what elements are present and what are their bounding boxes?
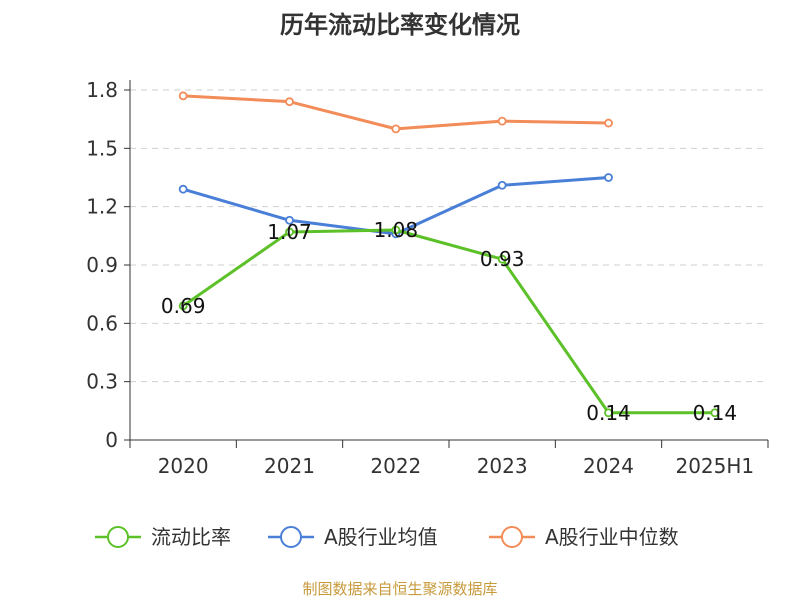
legend-label: A股行业中位数 (545, 525, 679, 549)
legend-marker (280, 526, 302, 548)
y-tick-label: 1.8 (86, 78, 118, 102)
y-tick-label: 0 (105, 428, 118, 452)
data-label: 0.14 (693, 401, 738, 425)
y-tick-label: 0.6 (86, 311, 118, 335)
series-line-2 (183, 94, 609, 131)
data-point (497, 180, 507, 190)
data-point (285, 215, 294, 225)
x-tick-label: 2023 (477, 454, 528, 478)
data-point (285, 227, 294, 237)
data-point (604, 118, 613, 128)
legend-item[interactable]: 流动比率 (95, 525, 231, 549)
data-point (497, 254, 507, 264)
legend[interactable]: 流动比率 A股行业均值 A股行业中位数 (95, 525, 679, 549)
data-point (178, 301, 188, 311)
y-tick-label: 0.9 (86, 253, 118, 277)
data-point (710, 408, 720, 418)
axes: 0 0.3 0.6 0.9 1.2 1.5 1.8 2020 2021 2022 2023 2024 2… (86, 78, 769, 478)
legend-marker (107, 526, 129, 548)
data-label: 0.69 (161, 294, 206, 318)
data-labels: 0.69 1.07 1.08 0.93 0.14 0.14 (161, 218, 737, 425)
y-tick-label: 1.5 (86, 136, 118, 160)
x-tick-label: 2021 (264, 454, 315, 478)
data-point (604, 173, 613, 182)
source-note: 制图数据来自恒生聚源数据库 (302, 580, 498, 598)
x-tick-label: 2020 (158, 454, 209, 478)
data-point (178, 91, 188, 101)
data-label: 1.07 (267, 220, 312, 244)
data-point (604, 408, 613, 418)
data-label: 0.93 (480, 247, 525, 271)
data-label: 1.08 (374, 218, 419, 242)
series-line-0 (182, 228, 715, 415)
x-tick-label: 2022 (370, 454, 421, 478)
grid (130, 89, 768, 383)
x-tick-label: 2024 (583, 454, 634, 478)
data-label: 0.14 (586, 401, 631, 425)
chart-title: 历年流动比率变化情况 (280, 11, 520, 39)
data-point (497, 116, 507, 126)
y-tick-label: 0.3 (86, 370, 118, 394)
legend-marker (501, 526, 523, 548)
legend-item[interactable]: A股行业中位数 (489, 525, 679, 549)
x-tick-label: 2025H1 (675, 454, 754, 478)
legend-label: A股行业均值 (324, 525, 438, 549)
series-group (178, 91, 720, 418)
legend-item[interactable]: A股行业均值 (268, 525, 438, 549)
data-point (178, 184, 188, 194)
data-point (391, 124, 401, 134)
y-tick-label: 1.2 (86, 195, 118, 219)
legend-label: 流动比率 (151, 525, 231, 549)
data-point (285, 97, 294, 107)
data-point (391, 225, 401, 235)
